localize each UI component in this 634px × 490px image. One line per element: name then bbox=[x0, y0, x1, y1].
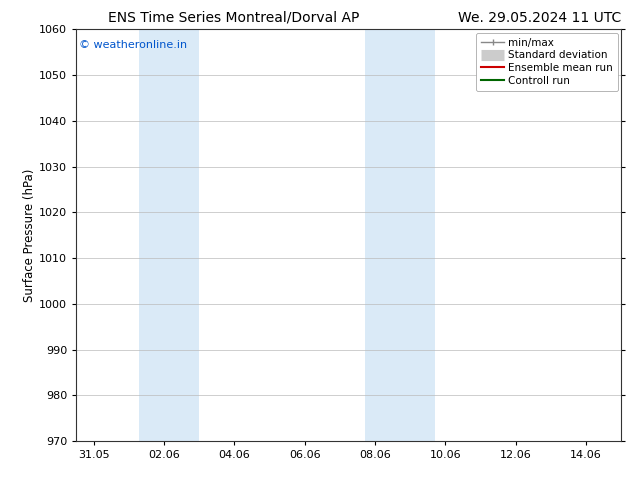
Y-axis label: Surface Pressure (hPa): Surface Pressure (hPa) bbox=[23, 169, 36, 302]
Text: We. 29.05.2024 11 UTC: We. 29.05.2024 11 UTC bbox=[458, 11, 621, 25]
Text: ENS Time Series Montreal/Dorval AP: ENS Time Series Montreal/Dorval AP bbox=[108, 11, 359, 25]
Bar bbox=[139, 29, 199, 441]
Text: © weatheronline.in: © weatheronline.in bbox=[79, 40, 187, 49]
Legend: min/max, Standard deviation, Ensemble mean run, Controll run: min/max, Standard deviation, Ensemble me… bbox=[476, 32, 618, 91]
Bar bbox=[365, 29, 435, 441]
